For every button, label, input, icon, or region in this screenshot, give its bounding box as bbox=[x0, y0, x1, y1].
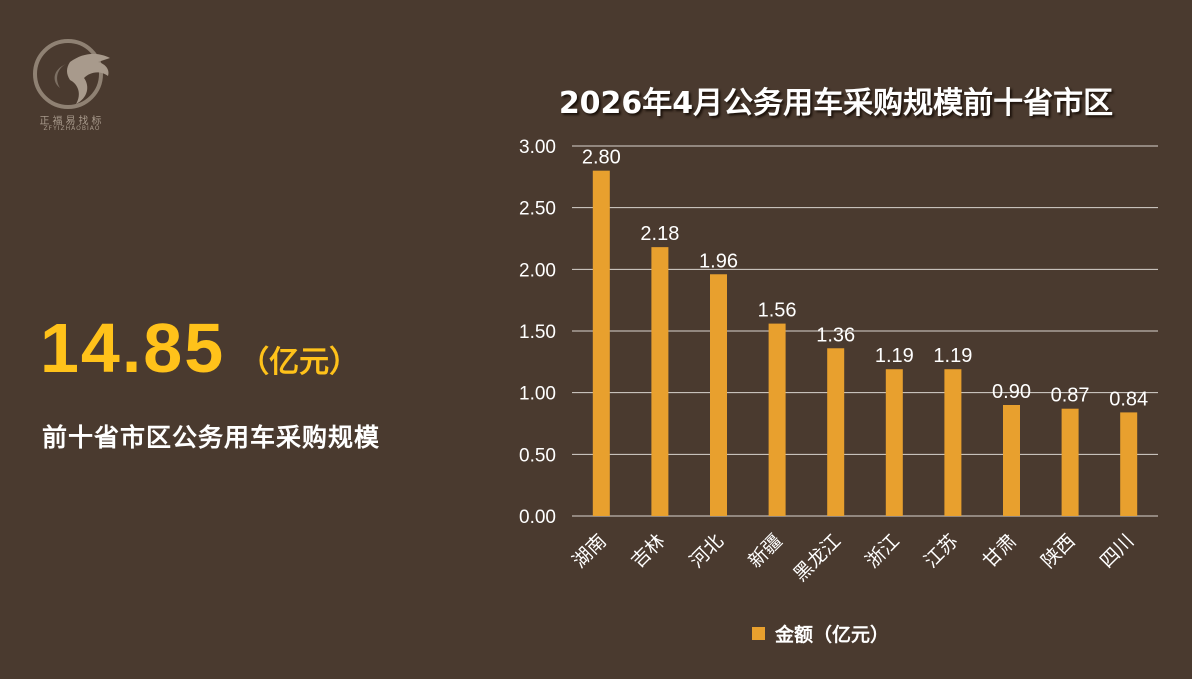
data-label: 2.80 bbox=[582, 147, 621, 169]
x-tick-label: 湖南 bbox=[568, 530, 610, 572]
legend-swatch bbox=[752, 627, 765, 640]
y-tick-label: 0.00 bbox=[519, 507, 556, 528]
x-tick-label: 黑龙江 bbox=[789, 530, 845, 586]
bar bbox=[710, 274, 727, 516]
x-tick-label: 甘肃 bbox=[979, 530, 1021, 572]
data-label: 1.36 bbox=[816, 324, 855, 346]
y-tick-label: 0.50 bbox=[519, 445, 556, 466]
total-figure: 14.85 （亿元） bbox=[40, 308, 359, 388]
logo-text: 正福易找标 bbox=[39, 116, 105, 127]
bar bbox=[592, 170, 610, 516]
x-tick-label: 河北 bbox=[686, 530, 728, 572]
bar bbox=[1061, 408, 1079, 516]
bar bbox=[1120, 412, 1138, 516]
x-tick-label: 江苏 bbox=[920, 530, 962, 572]
chart-title: 2026年4月公务用车采购规模前十省市区 bbox=[558, 86, 1114, 121]
total-unit: （亿元） bbox=[239, 345, 360, 380]
bar bbox=[768, 323, 786, 516]
data-label: 1.56 bbox=[758, 300, 797, 322]
x-tick-label: 四川 bbox=[1096, 530, 1138, 572]
legend-label: 金额（亿元） bbox=[775, 624, 890, 646]
y-tick-label: 1.00 bbox=[519, 384, 556, 405]
y-tick-label: 1.50 bbox=[519, 322, 556, 343]
x-tick-label: 吉林 bbox=[627, 530, 669, 572]
data-label: 0.84 bbox=[1109, 388, 1148, 410]
data-label: 2.18 bbox=[640, 223, 679, 245]
bar bbox=[944, 369, 962, 516]
bar bbox=[1003, 405, 1020, 516]
eagle-logo-icon bbox=[33, 39, 110, 109]
chart-legend: 金额（亿元） bbox=[752, 620, 889, 647]
logo-subtext: ZFYIZHAOBIAO bbox=[43, 125, 101, 132]
x-tick-label: 新疆 bbox=[744, 530, 786, 572]
data-label: 1.19 bbox=[933, 345, 972, 367]
x-tick-label: 浙江 bbox=[861, 530, 903, 572]
data-label: 0.87 bbox=[1051, 385, 1090, 407]
y-tick-label: 3.00 bbox=[519, 137, 556, 158]
bar bbox=[885, 369, 903, 516]
y-tick-label: 2.00 bbox=[519, 260, 556, 281]
bar bbox=[651, 247, 669, 516]
bar bbox=[827, 348, 845, 516]
total-value: 14.85 bbox=[40, 309, 226, 387]
data-label: 1.96 bbox=[699, 250, 738, 272]
y-tick-label: 2.50 bbox=[519, 199, 556, 220]
x-tick-label: 陕西 bbox=[1037, 530, 1079, 572]
summary-description: 前十省市区公务用车采购规模 bbox=[42, 423, 381, 452]
data-label: 1.19 bbox=[875, 345, 914, 367]
data-label: 0.90 bbox=[992, 381, 1031, 403]
